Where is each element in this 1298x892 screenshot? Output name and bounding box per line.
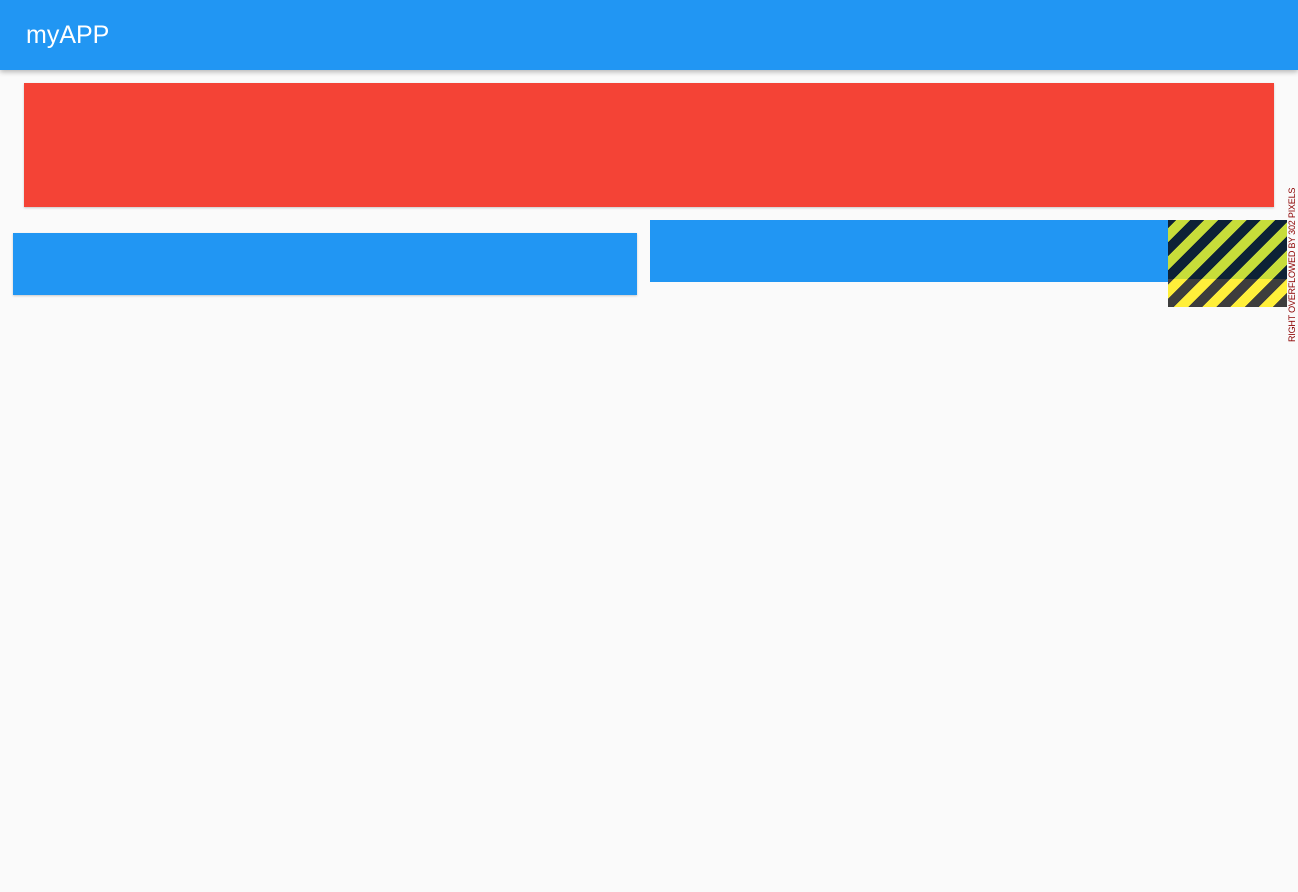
overflow-warning-text: RIGHT OVERFLOWED BY 302 PIXELS: [1287, 188, 1297, 342]
app-bar: myAPP: [0, 0, 1298, 70]
overflow-warning-label: RIGHT OVERFLOWED BY 302 PIXELS: [1286, 188, 1298, 342]
app-title: myAPP: [26, 21, 110, 49]
overflow-warning-stripes: [1168, 220, 1287, 307]
red-banner-container: [24, 83, 1274, 207]
blue-card-right: [650, 220, 1180, 282]
blue-card-left: [13, 233, 637, 295]
